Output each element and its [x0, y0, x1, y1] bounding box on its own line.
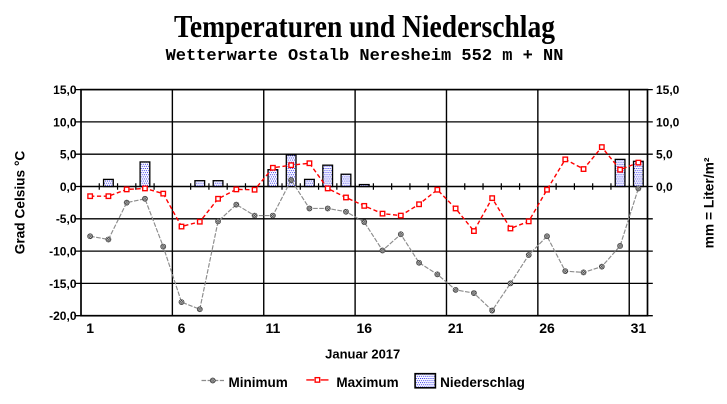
svg-text:11: 11 [265, 320, 280, 336]
svg-text:5,0: 5,0 [656, 148, 673, 162]
svg-text:Minimum: Minimum [229, 375, 288, 390]
svg-text:10,0: 10,0 [53, 115, 77, 129]
svg-text:15,0: 15,0 [656, 83, 680, 97]
svg-text:Maximum: Maximum [336, 375, 398, 390]
svg-text:0,0: 0,0 [60, 180, 77, 194]
svg-text:26: 26 [539, 320, 555, 336]
svg-text:Wetterwarte Ostalb Neresheim 5: Wetterwarte Ostalb Neresheim 552 m + NN [166, 47, 564, 66]
svg-text:15,0: 15,0 [53, 83, 77, 97]
svg-text:-15,0: -15,0 [49, 277, 77, 291]
svg-text:31: 31 [631, 320, 647, 336]
svg-text:16: 16 [356, 320, 372, 336]
svg-text:-20,0: -20,0 [49, 309, 77, 323]
svg-text:Januar 2017: Januar 2017 [325, 347, 400, 362]
svg-text:Niederschlag: Niederschlag [440, 375, 525, 390]
svg-text:10,0: 10,0 [656, 115, 680, 129]
svg-text:6: 6 [178, 320, 186, 336]
svg-text:Temperaturen und Niederschlag: Temperaturen und Niederschlag [174, 8, 555, 44]
svg-text:mm = Liter/m²: mm = Liter/m² [702, 157, 717, 248]
svg-text:Grad Celsius °C: Grad Celsius °C [13, 151, 28, 255]
svg-text:-5,0: -5,0 [56, 212, 77, 226]
svg-text:1: 1 [86, 320, 94, 336]
svg-text:0,0: 0,0 [656, 180, 673, 194]
svg-text:21: 21 [448, 320, 464, 336]
svg-text:5,0: 5,0 [60, 148, 77, 162]
svg-text:-10,0: -10,0 [49, 245, 77, 259]
